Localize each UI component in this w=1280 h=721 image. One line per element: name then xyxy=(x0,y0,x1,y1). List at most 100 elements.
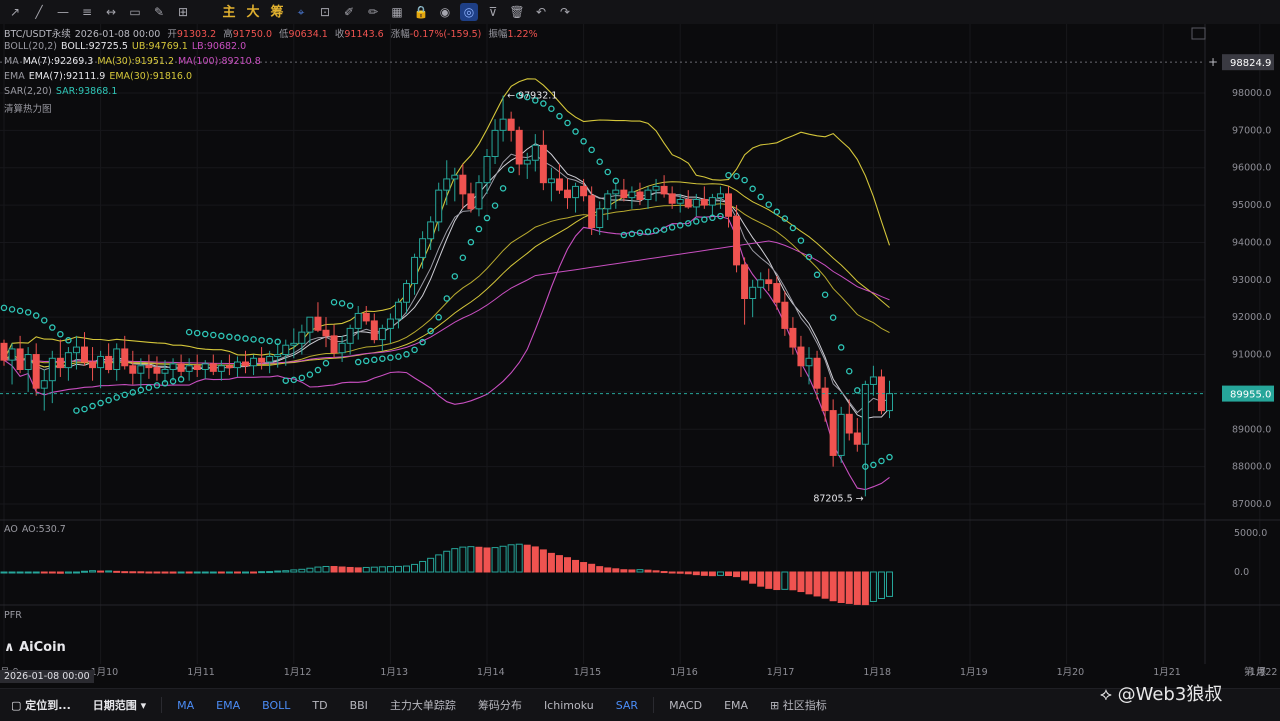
ao-bar xyxy=(483,547,491,573)
locate-button[interactable]: ▢ 定位到... xyxy=(11,699,71,712)
candle-body xyxy=(531,144,539,161)
filter-icon[interactable]: ⊽ xyxy=(488,5,498,19)
ao-legend[interactable]: AO AO:530.7 xyxy=(4,524,70,535)
redo-icon[interactable]: ↷ xyxy=(559,5,571,19)
ao-bar xyxy=(491,547,499,573)
crop-icon[interactable]: ⊡ xyxy=(319,5,331,19)
sar-dot xyxy=(121,391,129,399)
candle-body xyxy=(869,376,877,385)
candle-body xyxy=(298,331,306,344)
sar-dot xyxy=(483,214,491,222)
sar-dot xyxy=(411,346,418,354)
pen-icon[interactable]: ✎ xyxy=(153,5,165,19)
fullscreen-icon[interactable] xyxy=(1191,27,1206,40)
tab-td[interactable]: TD xyxy=(312,698,328,712)
menu-icon[interactable]: ≡ xyxy=(81,5,93,19)
arrow-icon[interactable]: ↔ xyxy=(105,5,117,19)
sar-dot xyxy=(757,193,764,201)
brush-icon[interactable]: ✏ xyxy=(367,5,379,19)
tab-big-order[interactable]: 主力大单踪踪 xyxy=(389,699,456,712)
magnet-icon[interactable]: ◎ xyxy=(460,3,478,21)
sar-legend[interactable]: SAR(2,20) SAR:93868.1 xyxy=(4,86,121,97)
sar-dot xyxy=(129,389,137,396)
candle-body xyxy=(209,363,217,372)
heatmap-label: 清算热力图 xyxy=(4,104,52,115)
tab-ichimoku[interactable]: Ichimoku xyxy=(543,698,594,712)
candle-body xyxy=(346,327,354,344)
measure-icon[interactable]: ⌖ xyxy=(297,5,305,19)
rect-icon[interactable]: ▭ xyxy=(129,5,141,19)
ao-bar xyxy=(636,569,644,573)
ao-bar xyxy=(411,563,419,573)
candle-body xyxy=(443,178,451,191)
sar-dot xyxy=(741,176,748,184)
price-chart[interactable]: 87000.088000.089000.090000.091000.092000… xyxy=(0,24,1280,688)
boll-legend[interactable]: BOLL(20,2) BOLL:92725.5 UB:94769.1 LB:90682… xyxy=(4,41,250,52)
candle-body xyxy=(845,413,853,434)
ao-bar xyxy=(564,557,571,573)
sar-dot xyxy=(314,366,322,374)
candle-body xyxy=(628,191,636,199)
amp-label: 振幅 xyxy=(488,29,508,40)
date-range-button[interactable]: 日期范围 ▾ xyxy=(92,699,147,712)
candle-body xyxy=(797,346,805,367)
heatmap-legend[interactable]: 清算热力图 xyxy=(4,101,56,115)
sar-dot xyxy=(660,226,668,233)
table-icon[interactable]: ▦ xyxy=(391,5,403,19)
tab-boll[interactable]: BOLL xyxy=(262,698,291,712)
sar-dot xyxy=(274,338,281,346)
pfr-legend[interactable]: PFR xyxy=(4,610,26,621)
sar-value: SAR:93868.1 xyxy=(55,86,118,97)
lock-icon[interactable]: 🔒 xyxy=(413,5,429,19)
candle-body xyxy=(757,279,765,288)
add-alert-icon[interactable]: + xyxy=(1208,55,1218,69)
ema-legend[interactable]: EMA EMA(7):92111.9 EMA(30):91816.0 xyxy=(4,71,196,82)
tab-ema[interactable]: EMA xyxy=(216,698,241,712)
candle-body xyxy=(547,178,555,184)
candle-body xyxy=(555,178,563,191)
ao-bar xyxy=(475,546,483,573)
sar-dot xyxy=(829,314,837,321)
tab-bbi[interactable]: BBI xyxy=(349,698,368,712)
tab-macd[interactable]: MACD xyxy=(669,698,703,712)
draw-icon[interactable]: ✐ xyxy=(343,5,355,19)
x-tick-label: 1月22 xyxy=(1250,667,1278,678)
tab-sar[interactable]: SAR xyxy=(615,698,639,712)
tool-cn-2[interactable]: 筹 xyxy=(270,4,284,20)
ao-bar xyxy=(443,550,451,573)
tool-cn-1[interactable]: 大 xyxy=(246,4,260,20)
sar-dot xyxy=(628,230,636,238)
line-icon[interactable]: ╱ xyxy=(35,5,43,19)
sar-dot xyxy=(515,92,523,99)
trash-icon[interactable]: 🗑 xyxy=(509,5,525,19)
ao-bar xyxy=(40,571,48,574)
sar-dot xyxy=(41,317,48,324)
tab-ma[interactable]: MA xyxy=(177,698,195,712)
undo-icon[interactable]: ↶ xyxy=(535,5,547,19)
ao-bar xyxy=(523,544,531,573)
boll-ub: UB:94769.1 xyxy=(131,41,188,52)
hline-icon[interactable]: — xyxy=(57,5,69,19)
sar-dot xyxy=(387,354,394,361)
sar-dot xyxy=(242,335,249,342)
tool-cn-0[interactable]: 主 xyxy=(222,4,236,20)
ao-bar xyxy=(507,544,515,573)
candle-body xyxy=(733,215,741,266)
x-tick-label: 1月16 xyxy=(670,667,698,678)
candle-body xyxy=(362,312,370,322)
ao-bar xyxy=(869,571,877,602)
candle-body xyxy=(564,189,571,199)
eye-icon[interactable]: ◉ xyxy=(439,5,451,19)
tab-chip[interactable]: 筹码分布 xyxy=(477,699,522,712)
ao-bar xyxy=(668,571,676,574)
tab-ema-sub[interactable]: EMA xyxy=(724,698,749,712)
candle-body xyxy=(250,357,258,367)
ma-legend[interactable]: MA MA(7):92269.3 MA(30):91951.2 MA(100):892… xyxy=(4,56,265,67)
y-tick-label: 93000.0 xyxy=(1232,275,1271,286)
ema7-value: EMA(7):92111.9 xyxy=(28,71,106,82)
ao-bar xyxy=(572,559,580,573)
cursor-icon[interactable]: ↗ xyxy=(9,5,21,19)
tab-community[interactable]: ⊞ 社区指标 xyxy=(770,699,827,712)
grid-icon[interactable]: ⊞ xyxy=(177,5,189,19)
candle-body xyxy=(572,185,580,199)
